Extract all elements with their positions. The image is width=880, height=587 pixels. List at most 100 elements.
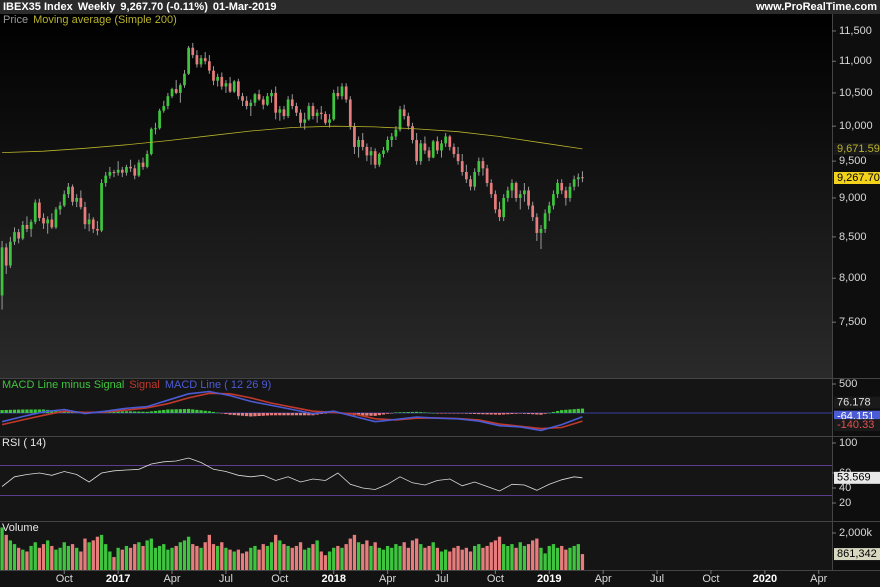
volume-bar	[21, 549, 25, 570]
histogram-bar	[224, 412, 228, 415]
volume-bar	[336, 545, 340, 570]
candle-body	[166, 96, 170, 107]
histogram-bar	[452, 412, 456, 414]
volume-bar	[83, 538, 87, 570]
candle-body	[365, 146, 369, 156]
candle-body	[398, 109, 402, 130]
volume-bar	[37, 547, 42, 570]
y-tick-label: 10,000	[839, 120, 873, 132]
histogram-bar	[191, 409, 195, 413]
volume-bar	[377, 547, 381, 570]
candle-body	[386, 139, 389, 151]
y-tick-label: 10,500	[839, 87, 873, 99]
volume-bar	[485, 545, 489, 570]
x-tick-label: Oct	[56, 573, 73, 585]
histogram-bar	[390, 412, 394, 414]
x-tick-label: 2020	[753, 573, 777, 585]
histogram-bar	[174, 409, 178, 413]
x-tick-label: Jul	[434, 573, 448, 585]
histogram-bar	[120, 411, 124, 413]
candle-body	[25, 224, 29, 229]
histogram-bar	[62, 411, 66, 413]
candle-body	[369, 151, 373, 156]
histogram-bar	[162, 409, 166, 413]
volume-bar	[153, 547, 158, 570]
histogram-bar	[307, 412, 311, 416]
header-text: 9,267.70 (-0.11%)	[120, 1, 208, 13]
candle-body	[253, 94, 257, 103]
candle-body	[435, 141, 439, 151]
candle-body	[270, 92, 273, 97]
candle-body	[357, 139, 360, 147]
histogram-bar	[526, 412, 531, 415]
candle-body	[485, 168, 489, 183]
volume-bar	[502, 544, 506, 570]
volume-bar	[414, 538, 419, 570]
candle-body	[141, 162, 145, 167]
volume-bar	[95, 536, 100, 570]
volume-bar	[145, 540, 149, 570]
candle-body	[518, 194, 522, 198]
histogram-bar	[16, 409, 21, 413]
candle-body	[96, 228, 99, 231]
candle-body	[203, 58, 207, 62]
x-tick-label: Oct	[271, 573, 288, 585]
volume-bar	[311, 544, 315, 570]
histogram-bar	[199, 410, 203, 413]
histogram-bar	[8, 409, 13, 413]
candle-body	[460, 161, 464, 172]
candle-body	[178, 85, 182, 93]
candle-body	[572, 179, 576, 187]
volume-bar	[116, 547, 120, 570]
volume-bar	[390, 547, 394, 570]
candle-body	[307, 106, 311, 120]
volume-bar	[539, 547, 543, 570]
candle-body	[576, 177, 580, 180]
candle-body	[377, 153, 381, 165]
histogram-bar	[535, 412, 539, 415]
x-tick-label: Oct	[702, 573, 719, 585]
candle-body	[568, 186, 572, 198]
value-tag	[834, 142, 880, 155]
histogram-bar	[228, 412, 232, 415]
y-tick-label: 100	[839, 437, 857, 449]
histogram-bar	[220, 412, 224, 414]
candle-body	[440, 143, 443, 151]
histogram-bar	[253, 412, 257, 417]
candle-body	[8, 241, 12, 266]
candle-body	[224, 83, 228, 87]
histogram-bar	[568, 409, 572, 413]
volume-bar	[137, 542, 141, 570]
candle-body	[394, 129, 398, 137]
volume-bar	[452, 547, 456, 570]
candle-body	[100, 182, 103, 231]
volume-bar	[373, 542, 377, 570]
histogram-bar	[464, 412, 469, 414]
histogram-bar	[381, 412, 386, 415]
site-label: www.ProRealTime.com	[755, 1, 877, 13]
volume-bar	[365, 540, 369, 570]
volume-bar	[319, 551, 323, 570]
candle-body	[328, 119, 331, 123]
histogram-bar	[294, 412, 299, 416]
histogram-bar	[502, 412, 506, 415]
histogram-bar	[485, 412, 489, 415]
volume-bar	[232, 551, 236, 570]
candle-body	[489, 182, 493, 195]
volume-bar	[182, 540, 187, 570]
y-tick-label: 9,500	[839, 155, 867, 167]
x-tick-label: Jul	[219, 573, 233, 585]
volume-bar	[419, 544, 423, 570]
volume-bar	[394, 544, 398, 570]
volume-bar	[369, 545, 373, 570]
y-tick-label: 9,000	[839, 192, 867, 204]
candle-body	[75, 197, 79, 202]
volume-bar	[249, 547, 253, 570]
histogram-bar	[456, 412, 460, 414]
volume-bar	[352, 534, 357, 570]
histogram-bar	[21, 409, 25, 413]
volume-bar	[215, 545, 220, 570]
value-tag-label: 861,342	[837, 548, 877, 560]
candle-body	[183, 73, 186, 86]
volume-bar	[46, 540, 50, 570]
